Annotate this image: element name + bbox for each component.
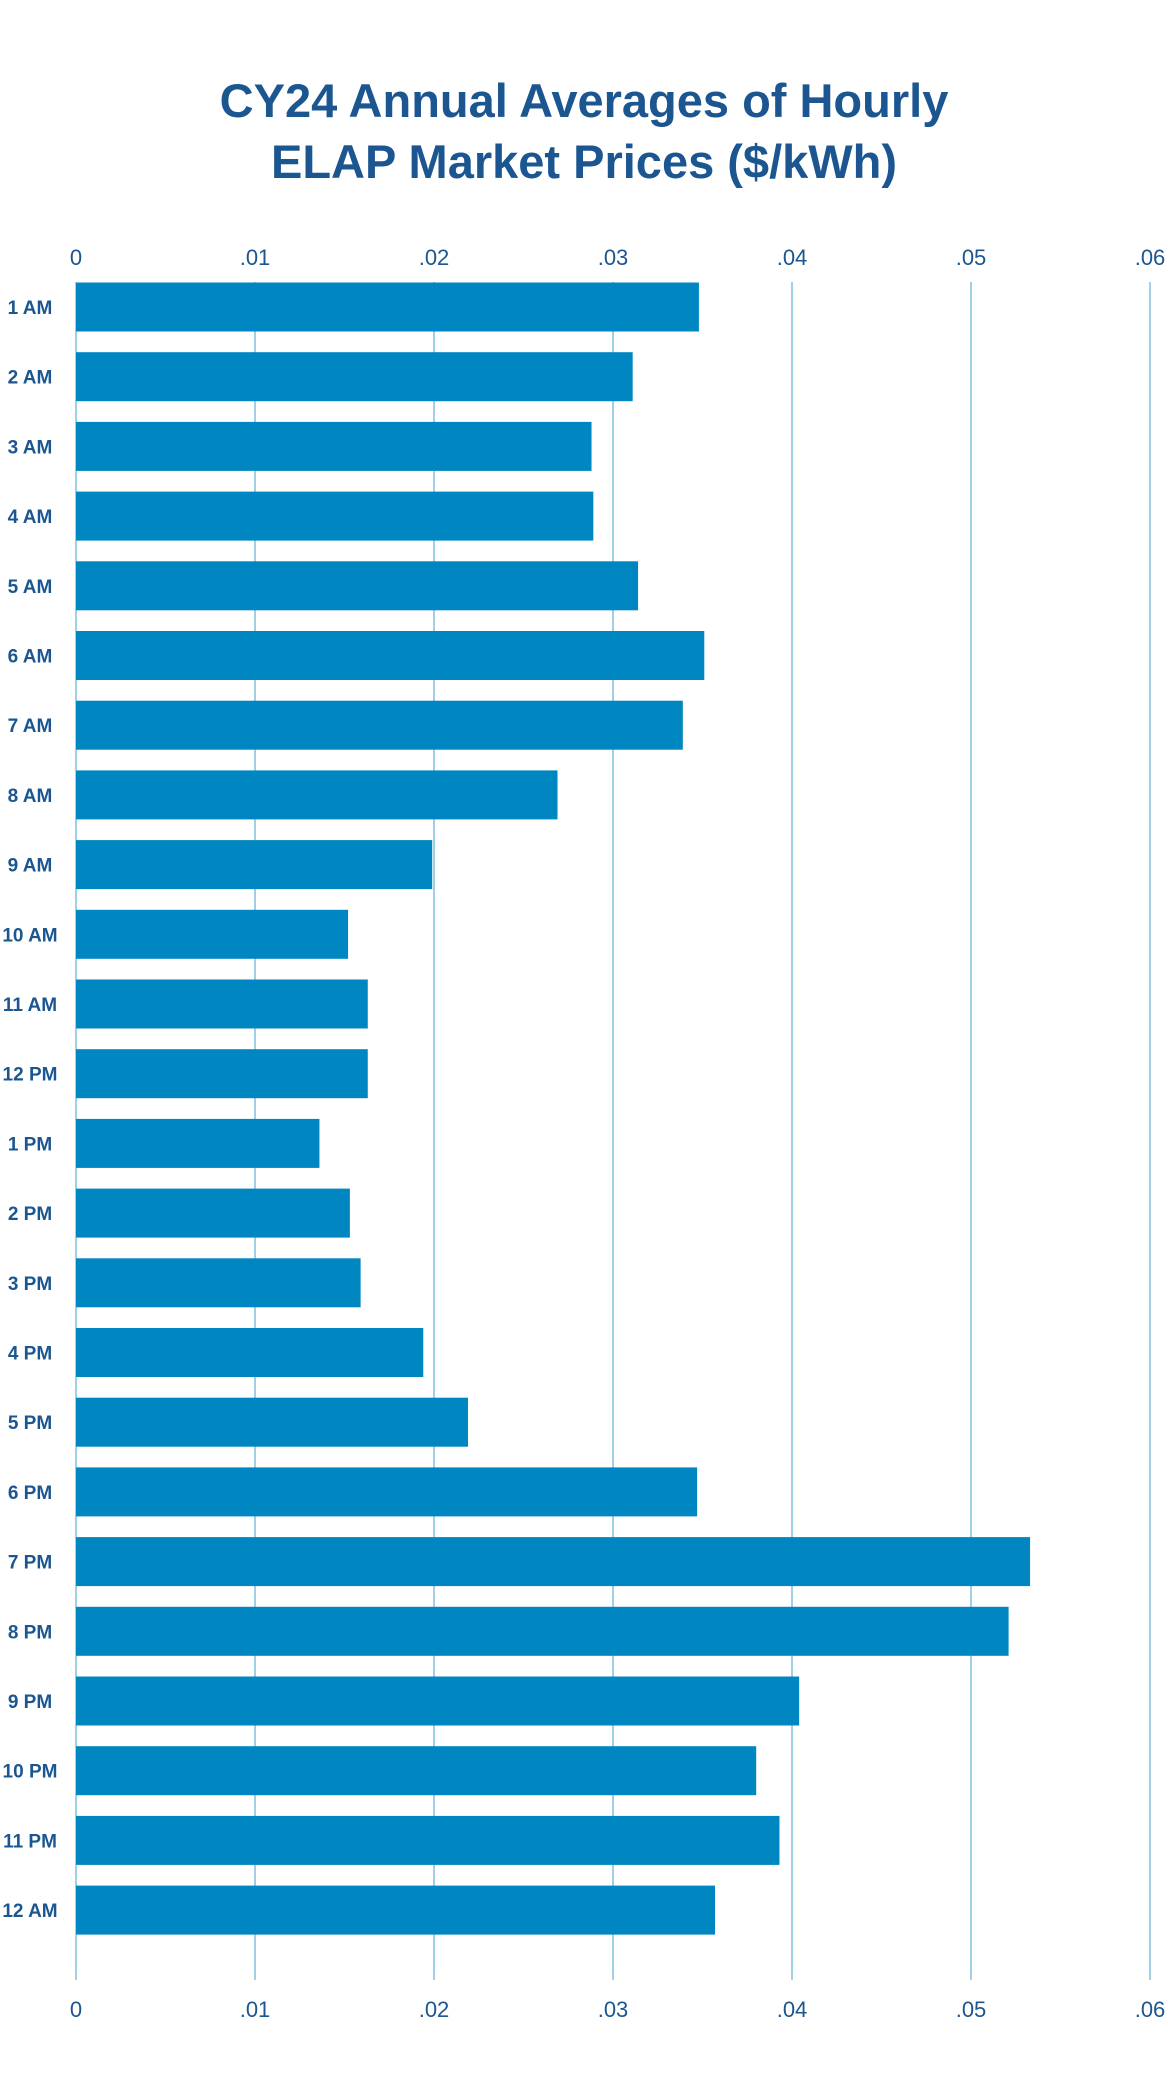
bar (76, 1258, 361, 1307)
category-label: 1 PM (8, 1134, 52, 1155)
category-label: 4 AM (8, 507, 53, 528)
category-label: 5 PM (8, 1413, 52, 1434)
category-label: 9 PM (8, 1692, 52, 1713)
category-label: 4 PM (8, 1344, 52, 1365)
category-label: 3 PM (8, 1274, 52, 1295)
category-label: 7 PM (8, 1553, 52, 1574)
bar (76, 770, 558, 819)
bar (76, 422, 592, 471)
x-tick-label-top: .01 (240, 245, 271, 270)
bar (76, 352, 633, 401)
x-tick-label-top: .03 (598, 245, 629, 270)
category-label: 6 PM (8, 1483, 52, 1504)
bar (76, 1816, 779, 1865)
bar (76, 631, 704, 680)
bar (76, 1049, 368, 1098)
bar (76, 1189, 350, 1238)
bar (76, 1119, 319, 1168)
category-label: 11 PM (3, 1831, 57, 1852)
bar (76, 840, 432, 889)
bar (76, 1537, 1030, 1586)
x-tick-label-top: .06 (1135, 245, 1166, 270)
bar (76, 1328, 423, 1377)
category-label: 10 AM (2, 925, 57, 946)
category-label: 5 AM (8, 577, 53, 598)
category-label: 7 AM (8, 716, 53, 737)
bar (76, 561, 638, 610)
category-label: 1 AM (8, 298, 53, 319)
bar (76, 1467, 697, 1516)
x-tick-label-top: .02 (419, 245, 450, 270)
x-tick-label-bottom: 0 (70, 1997, 82, 2022)
bar (76, 1746, 756, 1795)
x-tick-label-bottom: .04 (777, 1997, 808, 2022)
bar (76, 701, 683, 750)
category-label: 12 AM (2, 1901, 57, 1922)
category-label: 3 AM (8, 437, 53, 458)
category-label: 9 AM (8, 856, 53, 877)
x-tick-label-top: .04 (777, 245, 808, 270)
bar (76, 910, 348, 959)
x-tick-label-bottom: .03 (598, 1997, 629, 2022)
category-label: 8 PM (8, 1622, 52, 1643)
category-label: 2 AM (8, 368, 53, 389)
bar (76, 283, 699, 332)
x-tick-label-top: .05 (956, 245, 987, 270)
category-label: 8 AM (8, 786, 53, 807)
x-tick-label-bottom: .05 (956, 1997, 987, 2022)
x-tick-label-bottom: .02 (419, 1997, 450, 2022)
category-label: 6 AM (8, 647, 53, 668)
x-tick-label-bottom: .01 (240, 1997, 271, 2022)
bar (76, 1677, 799, 1726)
x-tick-label-top: 0 (70, 245, 82, 270)
x-tick-label-bottom: .06 (1135, 1997, 1166, 2022)
bar (76, 1398, 468, 1447)
category-label: 12 PM (3, 1065, 58, 1086)
category-label: 10 PM (3, 1762, 58, 1783)
bar (76, 492, 593, 541)
bar (76, 1886, 715, 1935)
category-label: 11 AM (3, 995, 57, 1016)
bar (76, 1607, 1009, 1656)
category-label: 2 PM (8, 1204, 52, 1225)
bar (76, 980, 368, 1029)
